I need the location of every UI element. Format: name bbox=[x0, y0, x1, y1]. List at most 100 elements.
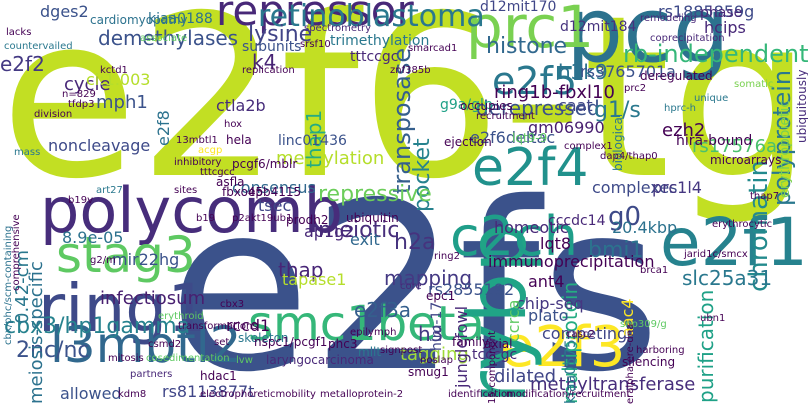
word-cbx3-hp1gamma: cbx3/hp1gamma bbox=[4, 314, 191, 339]
word-lqt8: lqt8 bbox=[540, 234, 572, 253]
word-sites: sites bbox=[174, 185, 198, 196]
word-microarrays: microarrays bbox=[710, 153, 782, 167]
word-signpost: signpost bbox=[380, 345, 423, 356]
word-countervailed: countervailed bbox=[4, 41, 73, 52]
word-mllt: mllt bbox=[358, 345, 382, 359]
word-jarid1c-smcx: jarid1c/smcx bbox=[684, 249, 748, 260]
word-methylation: methylation bbox=[276, 148, 385, 169]
word-l3mbtl2: l3mbtl2 bbox=[50, 316, 242, 374]
word-casc2: casc2 bbox=[566, 329, 595, 340]
word-lysine: lysine bbox=[248, 22, 313, 47]
word-rb-independent: rb-independent bbox=[623, 40, 808, 68]
word-pcg: pcg bbox=[566, 0, 730, 83]
word-repressive: repressive bbox=[318, 182, 432, 207]
word-c2ch: c2ch bbox=[450, 205, 578, 268]
word-ejection: ejection bbox=[444, 135, 492, 149]
word-8-9e-05: 8.9e-05 bbox=[62, 228, 124, 247]
word-immunoprecipitation: immunoprecipitation bbox=[488, 252, 655, 271]
word-metalloprotein-2: metalloprotein-2 bbox=[320, 389, 404, 400]
word-division: division bbox=[34, 109, 73, 120]
word-associate: associate bbox=[140, 33, 188, 44]
word-erythrocytic: erythrocytic bbox=[712, 219, 773, 230]
word-e2f5: e2f5 bbox=[492, 59, 578, 103]
word-hcips: hcips bbox=[704, 18, 746, 37]
word-mph1: mph1 bbox=[96, 92, 148, 113]
word-complex1: complex1 bbox=[564, 141, 613, 152]
word-set: set bbox=[214, 337, 230, 348]
word-somatic: somatic bbox=[734, 79, 774, 90]
word-h3k9: h3k9 bbox=[558, 60, 608, 84]
word-prodh2: prodh2 bbox=[286, 213, 329, 227]
word-thap: thap bbox=[278, 258, 324, 282]
word-srsf10: srsf10 bbox=[300, 39, 331, 50]
word-acgp: acgp bbox=[198, 145, 223, 156]
word-noslap: noslap bbox=[420, 355, 453, 366]
word-harboring: harboring bbox=[636, 345, 685, 356]
word-ubn1: ubn1 bbox=[700, 313, 726, 324]
word-erythroid: erythroid bbox=[158, 311, 204, 322]
word-thap7: thap7 bbox=[750, 191, 780, 202]
word-b19: b19 bbox=[196, 213, 216, 224]
word-mapping: mapping bbox=[384, 266, 473, 290]
word-ant4: ant4 bbox=[528, 272, 565, 291]
word-slc25a31: slc25a31 bbox=[682, 266, 773, 290]
word-ubiquitin: ubiquitin bbox=[346, 211, 399, 225]
word-ubiquitously: ubiquitously bbox=[795, 69, 808, 143]
word-e2f2: e2f2 bbox=[0, 52, 45, 76]
word-homeotic: homeotic bbox=[494, 218, 569, 237]
word-epb4115: epb4115 bbox=[248, 185, 302, 199]
word-csmd2: csmd2 bbox=[148, 339, 182, 350]
word-him-17: him-17 bbox=[429, 301, 445, 351]
word-spectrometry: spectrometry bbox=[304, 23, 371, 34]
word-electrophoreticmobility: electrophoreticmobility bbox=[200, 389, 316, 400]
word-exit: exit bbox=[350, 230, 380, 249]
word-h2a: h2a bbox=[394, 230, 436, 255]
word-caat: caat bbox=[558, 96, 593, 115]
word-coprecipitation: coprecipitation bbox=[650, 33, 725, 44]
word-meiotic: meiotic bbox=[318, 218, 400, 243]
word-snp309-g: snp309/g bbox=[620, 319, 667, 330]
word-partners: partners bbox=[130, 369, 173, 380]
word-tfdp3: tfdp3 bbox=[68, 99, 95, 110]
word-stag3: stag3 bbox=[56, 226, 196, 284]
word-rccd1: rccd1 bbox=[226, 316, 271, 335]
word-derepressed: derepressed bbox=[476, 96, 600, 120]
word-laryngocarcinoma: laryngocarcinoma bbox=[266, 353, 374, 367]
word-phase: phase bbox=[700, 5, 743, 21]
word-pcgf6-mblr: pcgf6/mblr bbox=[232, 157, 298, 171]
word-13mbtl1: 13mbtl1 bbox=[176, 135, 218, 146]
word-p2akt19ub1: p2akt19ub1 bbox=[232, 213, 293, 224]
word-bmi1: bmi1 bbox=[588, 238, 644, 263]
word-e2f1: e2f1 bbox=[660, 204, 808, 281]
word-prc2: prc2 bbox=[624, 83, 647, 94]
word-k4: k4 bbox=[252, 50, 277, 74]
word-15-component: 15-component bbox=[487, 331, 498, 404]
word-kiaa0188: kiaa0188 bbox=[148, 11, 213, 27]
word-biological: biological bbox=[611, 113, 625, 171]
word-hdac1: hdac1 bbox=[200, 369, 237, 383]
word-axial: axial bbox=[484, 337, 513, 351]
word-infectiosum: infectiosum bbox=[100, 288, 206, 309]
word-d12mit170: d12mit170 bbox=[480, 0, 557, 15]
word-h3: h3 bbox=[418, 322, 444, 346]
word-deregulated: deregulated bbox=[640, 69, 713, 83]
word-skeleton: skeleton bbox=[238, 331, 289, 345]
word-cardiomyopathy: cardiomyopathy bbox=[90, 13, 188, 27]
word-tapase1: tapase1 bbox=[282, 270, 347, 289]
word-recruitment: recruitment bbox=[476, 111, 535, 122]
word-ring2: ring2 bbox=[434, 251, 460, 262]
word-erythropoietic: erythropoietic bbox=[777, 99, 793, 198]
word-plato: plato bbox=[528, 306, 569, 325]
word-fbxo45: fbxo45 bbox=[222, 185, 264, 199]
word-cosedimentation: cosedimentation bbox=[146, 353, 230, 364]
word-histone: histone bbox=[486, 34, 568, 59]
word-tttcgcc: tttcgcc bbox=[200, 167, 235, 178]
word-dges2: dges2 bbox=[40, 2, 89, 21]
word-mir22hg: mir22hg bbox=[112, 250, 180, 269]
word-transformations: transformations bbox=[178, 321, 258, 332]
word-methyltransferase: methyltransferase bbox=[530, 374, 696, 395]
word-phc3: phc3 bbox=[328, 337, 358, 351]
word-ccrca: ccrca bbox=[504, 299, 523, 342]
word-znf385b: znf385b bbox=[390, 65, 431, 76]
